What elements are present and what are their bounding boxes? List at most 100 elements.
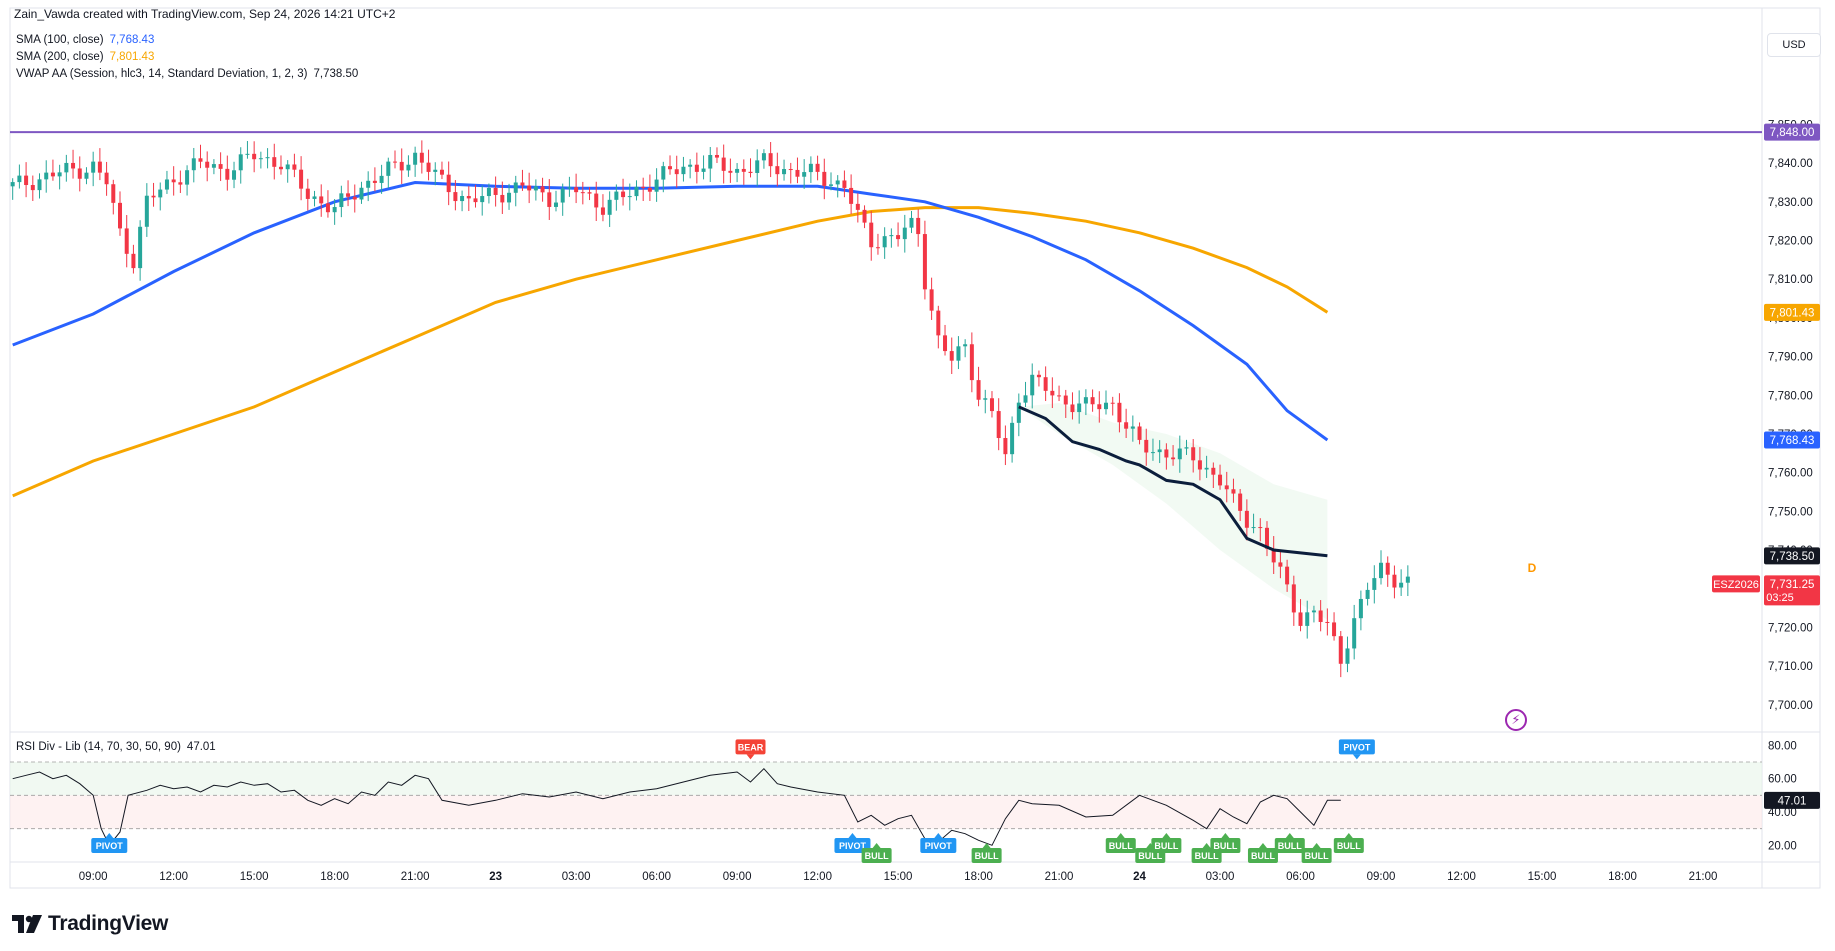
signal-tag-pointer — [1285, 833, 1294, 838]
candle-body — [1030, 374, 1035, 396]
candle-body — [1171, 457, 1176, 460]
candle-body — [486, 187, 491, 197]
candle-body — [493, 187, 498, 195]
signal-tag-pointer — [872, 843, 881, 848]
sma100-legend[interactable]: SMA (100, close) 7,768.43 — [16, 34, 154, 46]
rsi-tick-label: 60.00 — [1768, 774, 1797, 786]
candle-body — [77, 168, 82, 179]
candle-body — [1251, 527, 1256, 529]
signal-tag-pointer — [1162, 833, 1171, 838]
symbol-tag-bg — [1712, 575, 1760, 593]
candle-body — [842, 180, 847, 188]
candle-body — [694, 164, 699, 172]
candle-body — [956, 346, 961, 361]
lightning-icon[interactable]: ⚡ — [1505, 709, 1527, 731]
candle-body — [634, 186, 639, 197]
candle-body — [1379, 562, 1384, 579]
sma200-legend[interactable]: SMA (200, close) 7,801.43 — [16, 51, 154, 63]
candle-body — [647, 187, 652, 192]
candle-body — [1130, 426, 1135, 429]
candle-body — [681, 166, 686, 175]
candle-body — [17, 175, 22, 183]
rsi-pane: 80.00 60.00 40.00 20.00 47.01 — [10, 740, 1820, 852]
candle-body — [312, 196, 317, 199]
candle-body — [875, 247, 880, 249]
candle-body — [178, 182, 183, 185]
sma100-value: 7,768.43 — [109, 34, 155, 46]
candle-body — [1050, 390, 1055, 396]
signal-tag-text: PIVOT — [839, 841, 867, 851]
candle-body — [1036, 374, 1041, 378]
signal-tag-pivot — [91, 838, 128, 853]
time-tick-label: 09:00 — [723, 871, 752, 883]
price-tick-label: 7,750.00 — [1768, 506, 1813, 518]
candle-body — [929, 289, 934, 311]
candle-body — [124, 228, 129, 254]
candle-body — [10, 182, 15, 187]
vwap-legend[interactable]: VWAP AA (Session, hlc3, 14, Standard Dev… — [16, 68, 358, 80]
rsi-lower-zone — [10, 795, 1762, 829]
candle-body — [1043, 377, 1048, 391]
signal-tag-text: BULL — [1251, 851, 1275, 861]
candles — [10, 140, 1410, 678]
candle-body — [446, 174, 451, 193]
candle-body — [1144, 439, 1149, 453]
candle-body — [748, 171, 753, 173]
candle-body — [782, 169, 787, 175]
candle-body — [587, 192, 592, 194]
price-tick-label: 7,780.00 — [1768, 390, 1813, 402]
candle-body — [319, 196, 324, 204]
signal-tag-text: BEAR — [738, 742, 764, 752]
candle-body — [1338, 636, 1343, 664]
candle-body — [547, 192, 552, 207]
time-tick-label: 21:00 — [1045, 871, 1074, 883]
candle-body — [963, 344, 968, 347]
sma200-value: 7,801.43 — [109, 51, 155, 63]
candle-body — [553, 202, 558, 207]
signal-tag-pointer — [1116, 833, 1125, 838]
candle-body — [1070, 404, 1075, 413]
candle-body — [1090, 397, 1095, 405]
rsi-tick-label: 80.00 — [1768, 740, 1797, 752]
signal-tag-pointer — [934, 833, 943, 838]
candle-body — [936, 310, 941, 336]
candle-body — [84, 172, 89, 179]
candle-body — [332, 207, 337, 213]
rsi-value: 47.01 — [186, 741, 216, 753]
tv-logo-icon — [12, 915, 42, 933]
candle-body — [285, 164, 290, 170]
dividend-marker[interactable]: D — [1527, 561, 1537, 575]
candle-body — [1264, 527, 1269, 549]
candle-body — [453, 192, 458, 202]
price-axis: 7,850.007,840.007,830.007,820.007,810.00… — [1768, 119, 1813, 711]
candle-body — [902, 227, 907, 240]
price-tick-label: 7,830.00 — [1768, 197, 1813, 209]
currency-button[interactable]: USD — [1767, 33, 1821, 57]
candle-body — [527, 185, 532, 191]
candle-body — [245, 153, 250, 155]
time-tick-label: 24 — [1133, 871, 1146, 883]
candle-body — [741, 168, 746, 172]
candle-body — [131, 253, 136, 269]
candle-body — [500, 194, 505, 203]
candle-body — [104, 172, 109, 185]
candle-body — [1164, 449, 1169, 458]
candle-body — [567, 187, 572, 189]
sma200-label: SMA (200, close) — [16, 51, 104, 63]
rsi-legend[interactable]: RSI Div - Lib (14, 70, 30, 50, 90) 47.01 — [16, 741, 216, 753]
rsi-value-bg — [1764, 791, 1820, 809]
candle-body — [701, 168, 706, 172]
candle-body — [238, 154, 243, 171]
candle-body — [480, 196, 485, 203]
candle-body — [366, 180, 371, 188]
price-label-text: 7,768.43 — [1770, 435, 1815, 447]
candle-body — [205, 161, 210, 168]
candle-body — [1332, 622, 1337, 637]
sma200-line — [12, 206, 1329, 498]
candle-body — [218, 164, 223, 169]
tradingview-logo[interactable]: TradingView — [12, 912, 168, 936]
signal-tag-text: PIVOT — [1343, 742, 1371, 752]
candle-body — [1117, 402, 1122, 423]
candle-body — [1177, 448, 1182, 460]
